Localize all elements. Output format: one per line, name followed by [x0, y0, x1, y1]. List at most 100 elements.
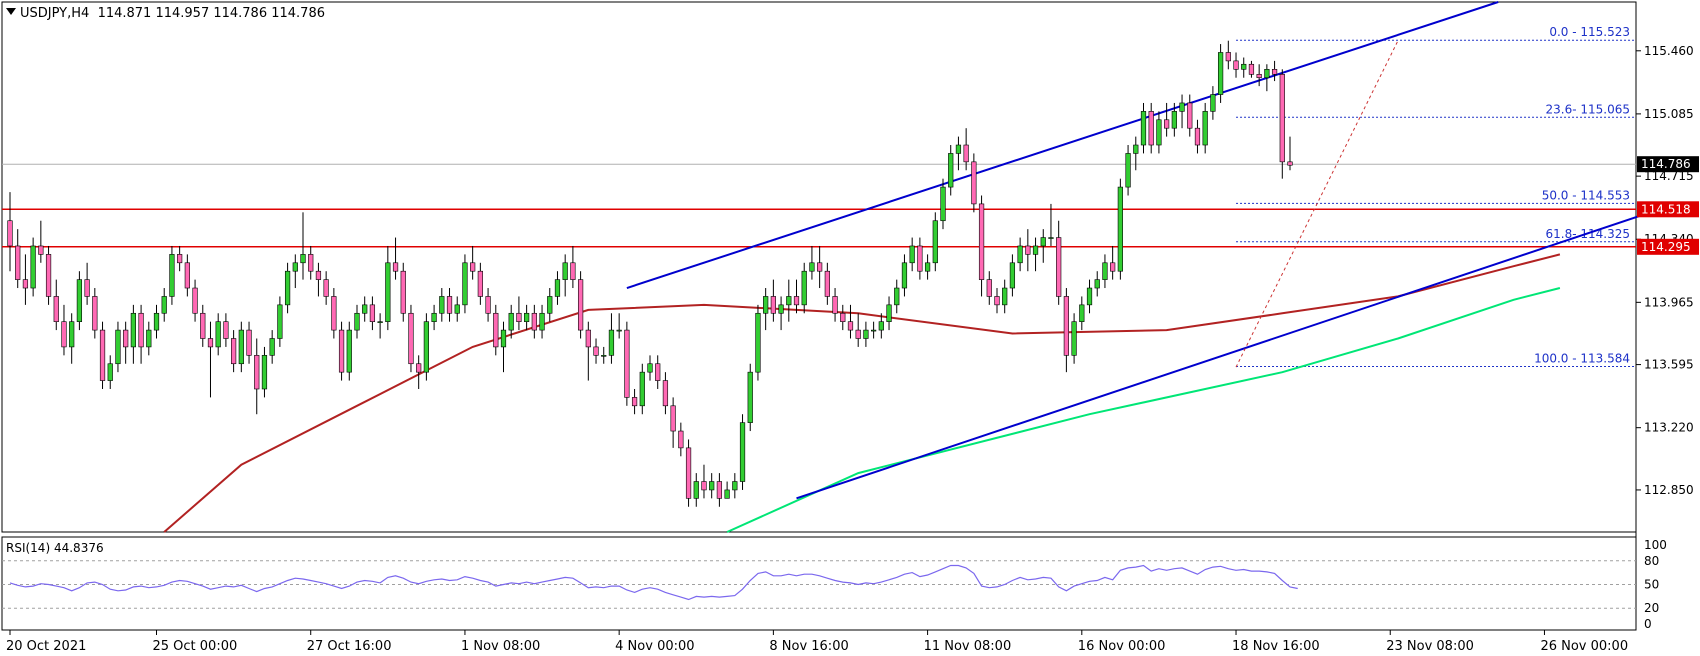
candle-body[interactable] — [971, 161, 977, 205]
candle-body[interactable] — [161, 296, 167, 314]
candle-body[interactable] — [300, 254, 306, 264]
candle-body[interactable] — [608, 329, 615, 356]
candle-body[interactable] — [1225, 52, 1231, 62]
candle-body[interactable] — [1264, 69, 1270, 79]
candle-body[interactable] — [932, 220, 938, 264]
candle-body[interactable] — [716, 481, 723, 499]
channel-lower-line[interactable] — [796, 202, 1676, 500]
candle-body[interactable] — [38, 245, 44, 255]
candle-body[interactable] — [570, 262, 576, 280]
candle-body[interactable] — [1271, 69, 1278, 75]
candle-body[interactable] — [832, 296, 838, 314]
candle-body[interactable] — [1233, 60, 1239, 70]
candle-body[interactable] — [547, 296, 553, 314]
candle-body[interactable] — [138, 312, 144, 348]
candle-body[interactable] — [917, 245, 923, 272]
candle-body[interactable] — [631, 397, 638, 407]
candle-body[interactable] — [1086, 287, 1093, 306]
candle-body[interactable] — [840, 312, 846, 322]
candle-body[interactable] — [130, 312, 136, 348]
candle-body[interactable] — [670, 405, 676, 432]
candle-body[interactable] — [1202, 111, 1208, 146]
candle-body[interactable] — [423, 321, 429, 373]
candle-body[interactable] — [1048, 237, 1054, 239]
candle-body[interactable] — [431, 312, 437, 322]
candle-body[interactable] — [655, 363, 661, 381]
candle-body[interactable] — [531, 312, 537, 331]
candle-body[interactable] — [616, 329, 622, 332]
candle-body[interactable] — [1217, 52, 1224, 95]
rsi-plot[interactable] — [2, 560, 1636, 609]
candle-body[interactable] — [462, 262, 468, 306]
candle-body[interactable] — [223, 321, 229, 339]
candle-body[interactable] — [385, 262, 391, 322]
candle-body[interactable] — [231, 338, 237, 365]
candle-body[interactable] — [308, 254, 314, 272]
candle-body[interactable] — [963, 144, 969, 163]
candle-body[interactable] — [516, 312, 522, 322]
candle-body[interactable] — [948, 153, 954, 188]
candle-body[interactable] — [1125, 153, 1131, 188]
candle-body[interactable] — [1256, 74, 1262, 79]
candle-body[interactable] — [1187, 102, 1193, 129]
candle-body[interactable] — [15, 245, 21, 280]
candle-body[interactable] — [1032, 245, 1039, 255]
candle-body[interactable] — [855, 329, 861, 339]
candle-body[interactable] — [115, 329, 121, 365]
candle-body[interactable] — [192, 287, 198, 314]
candle-body[interactable] — [323, 279, 329, 297]
candle-body[interactable] — [284, 270, 291, 306]
candle-body[interactable] — [454, 304, 460, 314]
candle-body[interactable] — [107, 363, 113, 381]
candle-body[interactable] — [793, 296, 800, 306]
candle-body[interactable] — [585, 329, 591, 348]
candle-body[interactable] — [416, 363, 422, 373]
candle-body[interactable] — [562, 262, 568, 280]
candle-body[interactable] — [315, 270, 322, 280]
candle-body[interactable] — [1102, 262, 1108, 280]
candle-body[interactable] — [470, 262, 476, 272]
candle-body[interactable] — [1056, 237, 1062, 297]
dropdown-triangle-icon[interactable] — [6, 8, 16, 15]
candle-body[interactable] — [1117, 186, 1123, 272]
candle-body[interactable] — [1248, 63, 1255, 75]
candle-body[interactable] — [809, 262, 815, 272]
candle-body[interactable] — [763, 296, 769, 314]
candle-body[interactable] — [1071, 321, 1077, 356]
candle-body[interactable] — [554, 279, 561, 297]
candle-body[interactable] — [871, 329, 877, 332]
candle-body[interactable] — [577, 279, 584, 331]
candle-body[interactable] — [624, 329, 630, 398]
candle-body[interactable] — [200, 312, 206, 339]
candle-body[interactable] — [732, 481, 738, 491]
candle-body[interactable] — [61, 321, 67, 348]
candle-body[interactable] — [986, 279, 992, 297]
candle-body[interactable] — [508, 312, 514, 331]
candle-body[interactable] — [1287, 161, 1293, 166]
candle-body[interactable] — [84, 279, 90, 297]
candle-body[interactable] — [894, 287, 900, 306]
candle-body[interactable] — [878, 321, 884, 331]
candle-body[interactable] — [269, 338, 275, 356]
candle-body[interactable] — [1194, 127, 1201, 146]
candle-body[interactable] — [678, 430, 684, 449]
candle-body[interactable] — [1017, 245, 1023, 264]
candle-body[interactable] — [1279, 74, 1285, 163]
candle-body[interactable] — [292, 262, 298, 272]
candle-body[interactable] — [92, 296, 98, 331]
candle-body[interactable] — [739, 422, 746, 482]
candle-body[interactable] — [778, 304, 784, 314]
candle-body[interactable] — [724, 489, 730, 499]
candle-body[interactable] — [184, 262, 190, 289]
candle-body[interactable] — [277, 304, 283, 339]
candle-body[interactable] — [246, 329, 252, 356]
candle-body[interactable] — [593, 346, 599, 356]
candle-body[interactable] — [1040, 237, 1046, 247]
candle-body[interactable] — [909, 245, 915, 264]
candle-body[interactable] — [524, 312, 530, 322]
channel-upper-line[interactable] — [626, 1, 1499, 289]
candle-body[interactable] — [153, 312, 160, 331]
candle-body[interactable] — [238, 329, 244, 365]
candle-body[interactable] — [1210, 94, 1216, 112]
candle-body[interactable] — [76, 279, 83, 322]
